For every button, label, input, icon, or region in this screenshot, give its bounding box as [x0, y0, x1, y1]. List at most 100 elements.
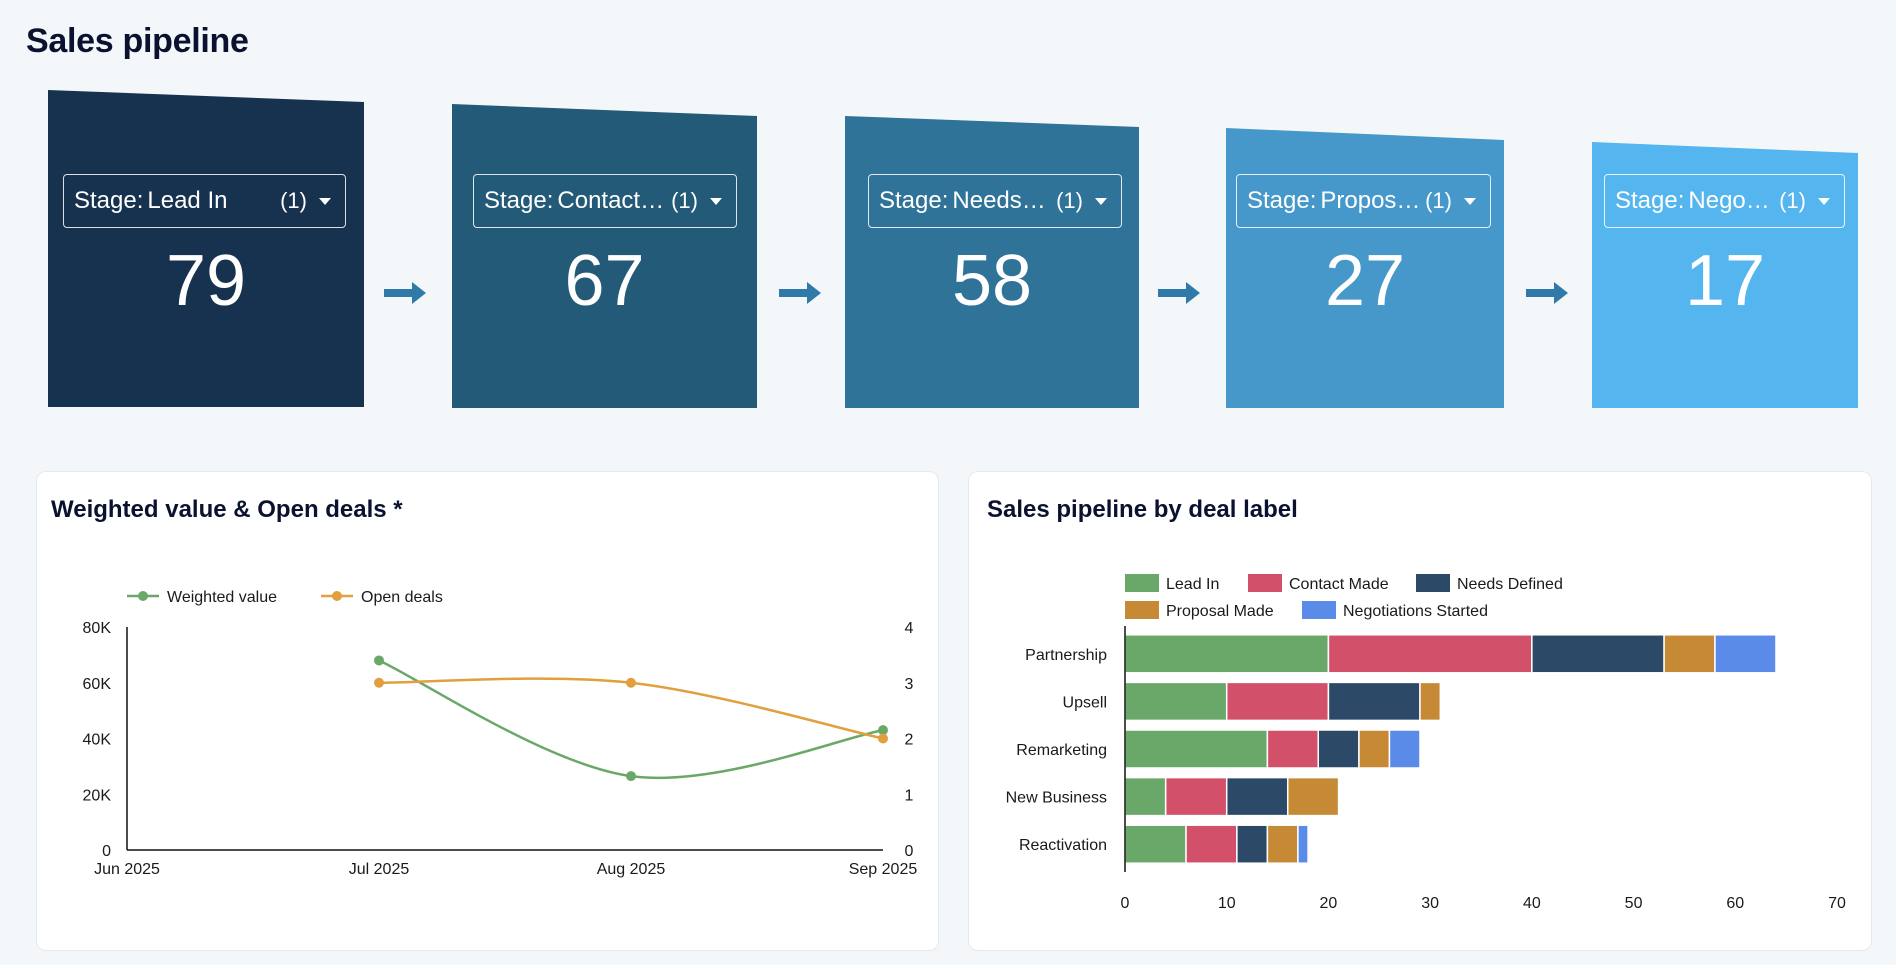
stage-filter-value: Contact … — [557, 187, 668, 214]
y-left-tick-label: 60K — [83, 676, 112, 693]
line-chart: Weighted value Open deals 0 20K 40K 60K 80K 0 1 2… — [83, 589, 918, 878]
y-right-tick-label: 3 — [905, 676, 914, 693]
category-label: Partnership — [1025, 647, 1107, 664]
stage-card-shape — [1226, 128, 1504, 408]
stage-card-shape — [48, 90, 364, 407]
stage-card-shape — [1592, 142, 1858, 408]
series-point — [878, 725, 888, 736]
series-point — [626, 677, 636, 688]
bar-segment — [1297, 824, 1309, 864]
y-left-tick-label: 0 — [102, 843, 111, 860]
stage-filter-dropdown[interactable]: Stage: Lead In (1) — [63, 174, 346, 228]
chart-title: Weighted value & Open deals * — [51, 496, 403, 523]
chevron-down-icon — [1095, 197, 1107, 205]
stage-filter-value: Propos… — [1320, 187, 1421, 214]
stage-filter-dropdown[interactable]: Stage: Propos… (1) — [1236, 174, 1491, 228]
legend-label: Lead In — [1166, 576, 1219, 593]
bar-segment — [1388, 729, 1421, 769]
x-tick-label: 70 — [1828, 895, 1846, 912]
bar-segment — [1164, 776, 1228, 817]
weighted-value-card: Weighted value & Open deals * Weighted v… — [36, 471, 939, 951]
chart-title: Sales pipeline by deal label — [987, 496, 1298, 523]
stage-filter-count: (1) — [1779, 188, 1806, 213]
bar-segment — [1225, 681, 1330, 722]
legend-swatch — [1125, 601, 1159, 619]
stage-card-proposal-made: Stage: Propos… (1) 27 — [1226, 128, 1504, 408]
page-title: Sales pipeline — [26, 22, 249, 60]
stage-filter-dropdown[interactable]: Stage: Negoti… (1) — [1604, 174, 1845, 228]
stage-filter-label: Stage: — [484, 187, 554, 214]
legend-item: Lead In — [1125, 574, 1219, 593]
stage-card-needs-defined: Stage: Needs … (1) 58 — [845, 116, 1139, 408]
stage-filter-dropdown[interactable]: Stage: Contact … (1) — [473, 174, 737, 228]
bar-segment — [1714, 634, 1777, 674]
legend-item: Negotiations Started — [1302, 601, 1488, 620]
legend-label: Open deals — [361, 589, 443, 606]
stage-filter-count: (1) — [671, 188, 698, 213]
stage-total: 67 — [564, 241, 645, 321]
legend-swatch — [1416, 574, 1450, 592]
x-tick-label: 40 — [1523, 895, 1541, 912]
bar-segment — [1286, 776, 1340, 817]
x-tick-label: 0 — [1121, 895, 1130, 912]
legend-item: Weighted value — [127, 589, 277, 606]
stage-filter-label: Stage: — [1247, 187, 1317, 214]
legend-item: Open deals — [321, 589, 443, 606]
stage-filter-label: Stage: — [1615, 187, 1685, 214]
stage-total: 27 — [1324, 241, 1406, 321]
x-tick-label: 20 — [1320, 895, 1338, 912]
legend-swatch-dot — [332, 591, 342, 601]
stage-total: 58 — [951, 241, 1033, 321]
stage-filter-dropdown[interactable]: Stage: Needs … (1) — [868, 174, 1122, 228]
arrow-right-icon — [1526, 282, 1568, 304]
bar-segment — [1124, 776, 1167, 817]
legend-item: Contact Made — [1248, 574, 1389, 593]
stage-total: 79 — [165, 241, 247, 321]
stage-filter-count: (1) — [280, 188, 307, 213]
series-point — [374, 677, 384, 688]
bar-segment — [1317, 729, 1360, 769]
x-tick-label: 30 — [1421, 895, 1439, 912]
x-tick-label: 60 — [1726, 895, 1744, 912]
legend-swatch — [1248, 574, 1282, 592]
chevron-down-icon — [1818, 197, 1830, 205]
stage-card-lead-in: Stage: Lead In (1) 79 — [48, 90, 364, 407]
bar-segment — [1124, 824, 1187, 864]
series-point — [374, 655, 384, 666]
bar-segment — [1124, 681, 1228, 722]
x-tick-label: Sep 2025 — [849, 861, 918, 878]
legend-label: Needs Defined — [1457, 576, 1563, 593]
legend-item: Proposal Made — [1125, 601, 1274, 620]
legend-item: Needs Defined — [1416, 574, 1563, 593]
stage-filter-label: Stage: — [879, 187, 949, 214]
legend-swatch — [1302, 601, 1336, 619]
stage-card-contact-made: Stage: Contact … (1) 67 — [452, 104, 757, 408]
bar-segment — [1236, 824, 1269, 864]
category-label: Reactivation — [1019, 837, 1107, 854]
x-tick-label: 50 — [1625, 895, 1643, 912]
bar-segment — [1225, 776, 1289, 817]
bar-segment — [1327, 681, 1421, 722]
legend-label: Negotiations Started — [1343, 603, 1488, 620]
x-tick-label: Jul 2025 — [349, 861, 410, 878]
y-right-tick-label: 4 — [905, 620, 914, 637]
bar-segment — [1663, 634, 1716, 674]
stage-filter-label: Stage: — [74, 187, 144, 214]
legend-label: Weighted value — [167, 589, 277, 606]
bar-segment — [1531, 634, 1665, 674]
y-left-tick-label: 20K — [83, 787, 112, 804]
stage-filter-count: (1) — [1056, 188, 1083, 213]
x-tick-label: Aug 2025 — [597, 861, 666, 878]
bar-segment — [1124, 729, 1269, 769]
chevron-down-icon — [710, 197, 722, 205]
stage-filter-value: Negoti… — [1688, 187, 1776, 214]
legend-label: Contact Made — [1289, 576, 1389, 593]
y-left-tick-label: 40K — [83, 732, 112, 749]
x-tick-label: 10 — [1218, 895, 1236, 912]
legend-label: Proposal Made — [1166, 603, 1274, 620]
bar-segment — [1419, 681, 1442, 722]
bar-segment — [1358, 729, 1391, 769]
bar-segment — [1266, 824, 1299, 864]
series-point — [878, 733, 888, 744]
y-right-tick-label: 1 — [905, 787, 914, 804]
